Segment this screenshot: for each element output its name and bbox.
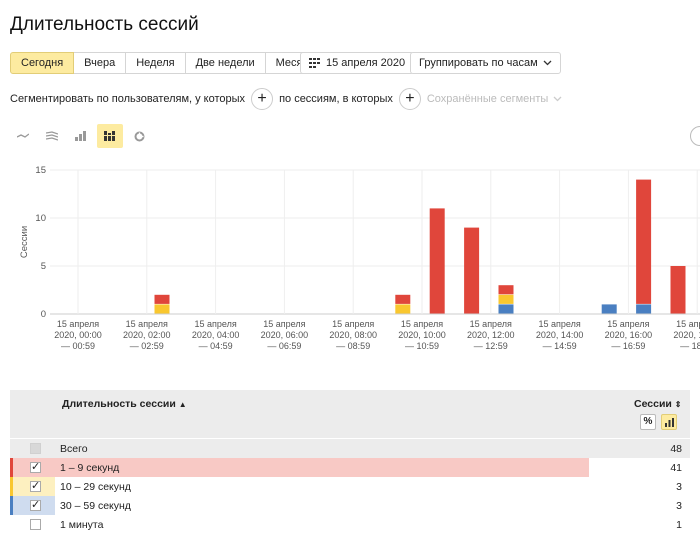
row-value: 41 [670, 461, 682, 474]
percent-toggle-button[interactable]: % [640, 414, 656, 430]
y-axis-label: Сессии [19, 226, 30, 258]
period-yesterday-button[interactable]: Вчера [74, 52, 127, 74]
add-user-segment-button[interactable]: + [251, 88, 274, 110]
segment-row: Сегментировать по пользователям, у котор… [10, 88, 562, 110]
bar-segment [154, 304, 170, 314]
segment-users-label: Сегментировать по пользователям, у котор… [10, 93, 246, 105]
series-color-marker [10, 496, 13, 515]
sort-asc-icon: ▲ [178, 400, 187, 409]
bar-chart-icon [75, 131, 86, 141]
row-value: 1 [676, 518, 682, 531]
y-tick-label: 15 [35, 165, 46, 176]
saved-segments-dropdown[interactable]: Сохранённые сегменты [426, 93, 549, 105]
x-tick-label: 15 апреля 2020, 14:00— 14:59 [536, 319, 584, 351]
sessions-chart: 0 5 10 15 15 апреля 2020, 00:00— 00:59 15 апре… [19, 165, 700, 351]
row-label: 10 – 29 секунд [60, 480, 131, 493]
pie-chart-button[interactable] [126, 124, 152, 148]
sort-icon: ⇕ [674, 400, 682, 409]
y-tick-label: 5 [41, 261, 46, 272]
x-tick-label: 15 апреля 2020, 06:00— 06:59 [261, 319, 309, 351]
bar-segment [464, 227, 480, 314]
x-tick-label: 15 апреля 2020, 12:00— 12:59 [467, 319, 515, 351]
row-label: Всего [60, 442, 88, 455]
table-row[interactable]: 1 минута 1 [10, 515, 690, 534]
row-label: 1 минута [60, 518, 104, 531]
col-sessions-header[interactable]: Сессии ⇕ [634, 398, 682, 410]
row-value: 3 [676, 499, 682, 512]
area-chart-button[interactable] [39, 124, 65, 148]
bar-chart-icon [664, 417, 674, 427]
row-checkbox[interactable]: ✓ [30, 499, 41, 511]
series-color-marker [10, 458, 13, 477]
group-by-dropdown[interactable]: Группировать по часам [410, 52, 561, 74]
row-label: 30 – 59 секунд [60, 499, 131, 512]
x-tick-label: 15 апреля 2020, 00:00— 00:59 [54, 319, 102, 351]
area-chart-icon [46, 131, 58, 141]
bar-segment [498, 304, 514, 314]
bar-segment [636, 304, 652, 314]
col-sessions-label: Сессии [634, 398, 672, 410]
period-week-button[interactable]: Неделя [126, 52, 186, 74]
calendar-icon [309, 58, 320, 68]
stacked-bar-chart-button[interactable] [97, 124, 123, 148]
pie-chart-icon [134, 131, 144, 141]
bar-segment [601, 304, 617, 314]
x-tick-label: 15 апреля 2020, 08:00— 08:59 [329, 319, 377, 351]
bar-view-toggle-button[interactable] [661, 414, 677, 430]
bar-segment [498, 294, 514, 304]
group-by-label: Группировать по часам [419, 57, 538, 69]
col-duration-header[interactable]: Длительность сессии ▲ [62, 398, 187, 410]
table-header [10, 390, 690, 438]
table-row[interactable]: ✓ 1 – 9 секунд 41 [10, 458, 690, 477]
line-chart-button[interactable] [10, 124, 36, 148]
bar-segment [636, 179, 652, 304]
table-row-total: Всего 48 [10, 439, 690, 458]
bar-segment [670, 266, 686, 314]
bar-segment [395, 294, 411, 304]
period-selector: Сегодня Вчера Неделя Две недели Месяц [10, 52, 320, 74]
add-session-segment-button[interactable]: + [398, 88, 421, 110]
segment-sessions-label: по сессиям, в которых [279, 93, 393, 105]
period-today-button[interactable]: Сегодня [10, 52, 75, 74]
col-duration-label: Длительность сессии [62, 398, 176, 410]
x-tick-label: 15 апреля 2020, 04:00— 04:59 [192, 319, 240, 351]
x-tick-label: 15 апреля 2020, 02:00— 02:59 [123, 319, 171, 351]
chart-type-switcher [10, 124, 155, 148]
row-value: 48 [670, 442, 682, 455]
row-value: 3 [676, 480, 682, 493]
bar-segment [498, 285, 514, 295]
total-checkbox[interactable] [30, 443, 41, 454]
chevron-down-icon [543, 60, 552, 66]
x-tick-label: 15 апреля 2020, 16:00— 16:59 [605, 319, 653, 351]
stacked-bar-chart-icon [104, 131, 115, 141]
series-color-marker [10, 477, 13, 496]
row-checkbox[interactable] [30, 519, 41, 530]
x-tick-label: 15 апреля 2020, 10:00— 10:59 [398, 319, 446, 351]
search-icon[interactable] [690, 126, 700, 146]
row-checkbox[interactable]: ✓ [30, 480, 41, 492]
page-title: Длительность сессий [10, 14, 199, 35]
bar-segment [154, 294, 170, 304]
bar-segment [429, 208, 445, 314]
table-row[interactable]: ✓ 30 – 59 секунд 3 [10, 496, 690, 515]
row-label: 1 – 9 секунд [60, 461, 120, 474]
date-picker-label: 15 апреля 2020 [326, 57, 406, 69]
line-chart-icon [17, 133, 29, 138]
y-tick-label: 10 [35, 213, 46, 224]
bar-segment [395, 304, 411, 314]
y-tick-label: 0 [41, 309, 46, 320]
chevron-down-icon [553, 96, 562, 102]
period-two-weeks-button[interactable]: Две недели [185, 52, 266, 74]
row-checkbox[interactable]: ✓ [30, 461, 41, 473]
date-picker-button[interactable]: 15 апреля 2020 [300, 52, 415, 74]
bar-chart-button[interactable] [68, 124, 94, 148]
table-row[interactable]: ✓ 10 – 29 секунд 3 [10, 477, 690, 496]
row-share-bar [13, 458, 589, 477]
